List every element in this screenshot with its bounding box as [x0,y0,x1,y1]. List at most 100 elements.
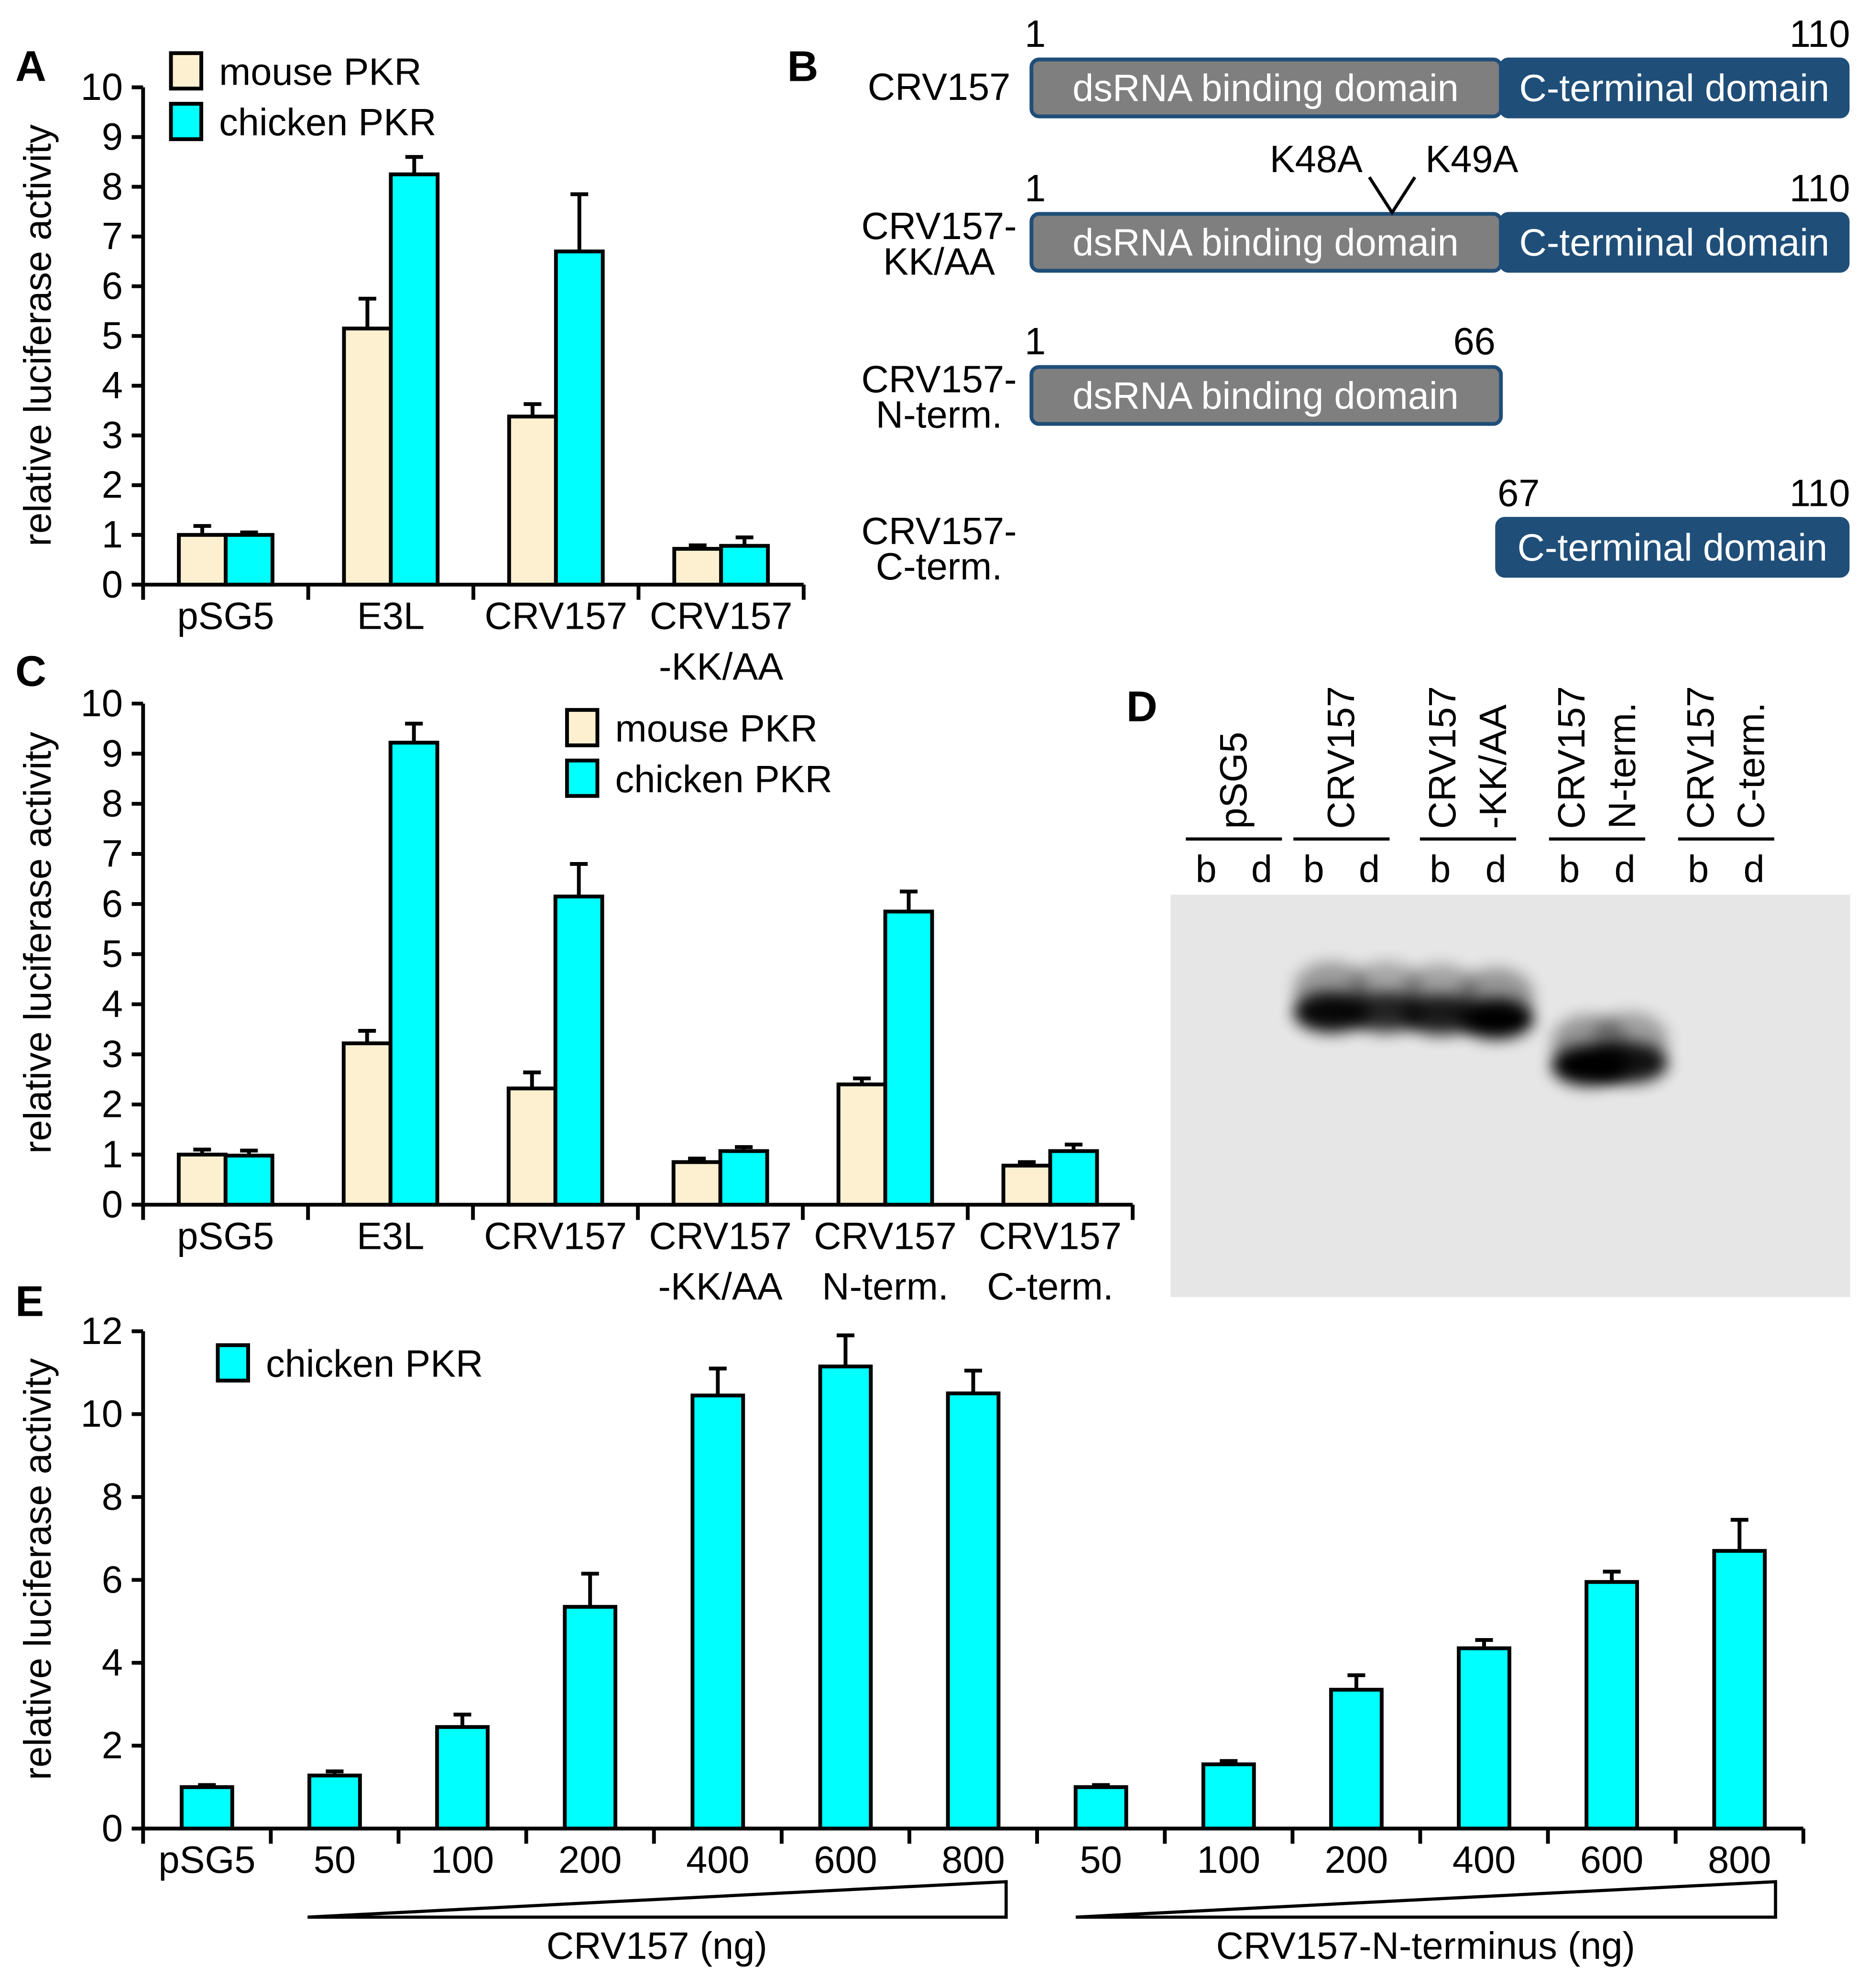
y-tick-label: 2 [102,463,123,506]
lane-label: -KK/AA [1472,704,1514,829]
legend-swatch [169,51,204,91]
y-tick-label: 3 [102,1033,123,1075]
bar-mouse-pkr [507,415,558,587]
lane-label: N-term. [1601,702,1643,829]
bar-mouse-pkr [1001,1163,1052,1207]
lane-dissociated: d [1743,848,1764,890]
bar-chicken-pkr [1073,1785,1128,1831]
dose-wedge [307,1880,1008,1919]
domain-label: dsRNA binding domain [1072,67,1459,109]
bar-chicken-pkr [307,1773,362,1831]
mutation-label: K49A [1425,138,1518,180]
panel-label-c: C [15,648,46,696]
x-tick-label: -KK/AA [659,645,783,688]
lane-dissociated: d [1359,848,1380,890]
lane-label: CRV157 [1550,686,1593,829]
x-tick-label: CRV157 [484,1214,627,1257]
bar-chicken-pkr [818,1365,873,1831]
legend-swatch [216,1343,250,1383]
bar-chicken-pkr [1712,1549,1767,1831]
y-axis-label: relative luciferase activity [16,732,59,1154]
bar-chicken-pkr [389,172,440,587]
construct-name: CRV157- [862,510,1017,552]
y-tick-label: 5 [102,314,123,357]
bar-chicken-pkr [223,1153,274,1207]
y-tick-label: 0 [102,563,123,605]
y-tick-label: 8 [102,165,123,208]
y-tick-label: 2 [102,1083,123,1125]
x-tick-label: pSG5 [158,1838,255,1881]
bar-mouse-pkr [506,1086,557,1207]
c-terminal-domain [1495,517,1850,578]
legend-label: mouse PKR [615,707,818,750]
bar-mouse-pkr [176,1152,228,1207]
y-tick-label: 4 [102,1641,123,1683]
lane-label: CRV157 [1679,686,1722,829]
lane-label: pSG5 [1212,732,1255,829]
dose-wedge [1075,1880,1777,1919]
y-tick-label: 2 [102,1724,123,1767]
x-tick-label: 200 [558,1838,622,1881]
legend-label: chicken PKR [219,101,436,143]
lane-label: CRV157 [1421,686,1464,829]
c-terminal-domain [1499,57,1850,119]
lane-bound: b [1559,848,1580,890]
bar-chicken-pkr [388,741,439,1207]
y-tick-label: 1 [102,1133,123,1175]
start-residue: 1 [1025,320,1046,362]
y-tick-label: 8 [102,1475,123,1518]
construct-name: CRV157- [862,358,1017,400]
bar-mouse-pkr [341,1041,393,1207]
x-tick-label: 100 [431,1838,494,1881]
protein-band [1402,994,1478,1036]
start-residue: 67 [1497,472,1540,514]
y-tick-label: 4 [102,983,123,1025]
y-tick-label: 10 [81,682,123,724]
domain-label: dsRNA binding domain [1072,221,1459,264]
x-tick-label: CRV157 [649,1214,792,1257]
x-tick-label: 100 [1197,1838,1260,1881]
bar-chicken-pkr [946,1391,1001,1831]
y-tick-label: 3 [102,414,123,456]
dsrna-binding-domain [1029,365,1503,426]
x-tick-label: E3L [357,1214,424,1257]
domain-label: C-terminal domain [1519,67,1830,109]
bar-mouse-pkr [177,533,228,587]
x-tick-label: 600 [1580,1838,1643,1881]
domain-label: C-terminal domain [1519,221,1830,264]
lane-bound: b [1430,848,1451,890]
lane-dissociated: d [1251,848,1272,890]
chart-panel-e: 0 2 4 6 8 10 12 relative luciferase activity pSG… [16,1310,1805,1967]
x-tick-label: N-term. [822,1265,949,1308]
blot-membrane [1170,895,1850,1297]
x-tick-label: 50 [314,1838,356,1881]
x-tick-label: pSG5 [177,594,274,637]
domain-label: dsRNA binding domain [1072,374,1459,417]
bar-chicken-pkr [179,1785,234,1831]
x-tick-label: 800 [1708,1838,1771,1881]
x-tick-label: 200 [1325,1838,1388,1881]
x-tick-label: pSG5 [177,1214,274,1257]
x-tick-label: 400 [1453,1838,1516,1881]
chart-panel-c: 0 1 2 3 4 5 6 7 8 9 10 relative luciferase activity… [16,682,1135,1308]
protein-band [1347,992,1424,1033]
chart-panel-a: 0 1 2 3 4 5 6 7 8 9 10 relative luciferase activity… [16,50,806,688]
y-tick-label: 10 [81,66,123,108]
legend-swatch [169,102,204,142]
mutation-pointer [1368,176,1417,216]
legend-label: chicken PKR [266,1343,483,1385]
panel-label-b: B [787,43,818,90]
group-label: CRV157 (ng) [546,1924,767,1967]
lane-label: C-term. [1730,702,1772,829]
x-tick-label: CRV157 [814,1214,957,1257]
y-tick-label: 0 [102,1183,123,1225]
legend-swatch [565,708,600,747]
construct-name: CRV157 [868,66,1011,108]
domain-diagram: CRV157 dsRNA binding domain 1 C-terminal do… [862,12,1850,588]
y-tick-label: 5 [102,932,123,975]
c-terminal-domain [1499,212,1850,273]
bar-chicken-pkr [718,1149,769,1207]
group-label: CRV157-N-terminus (ng) [1216,1924,1635,1967]
legend-label: mouse PKR [219,50,422,93]
